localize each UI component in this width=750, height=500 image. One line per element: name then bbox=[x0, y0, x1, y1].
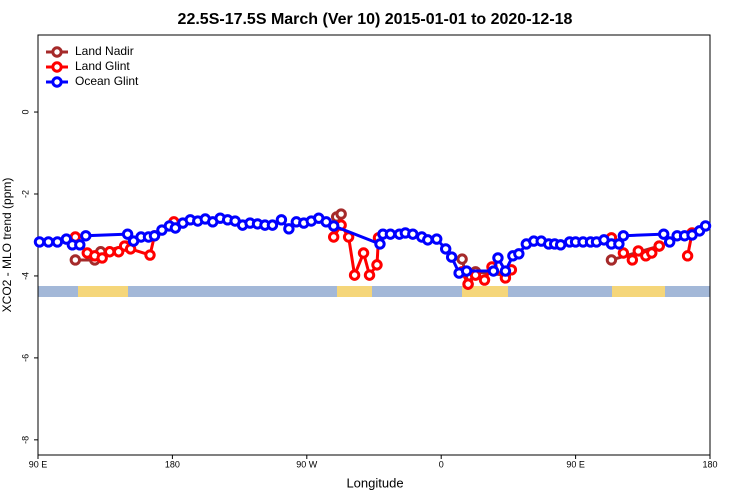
data-point bbox=[384, 228, 397, 240]
legend-label: Land Glint bbox=[75, 59, 130, 73]
data-point bbox=[605, 254, 618, 266]
series-line bbox=[332, 222, 380, 281]
chart-title: 22.5S-17.5S March (Ver 10) 2015-01-01 to… bbox=[178, 11, 573, 28]
data-point bbox=[456, 253, 468, 265]
data-point bbox=[462, 278, 474, 290]
data-point bbox=[681, 250, 694, 262]
data-point bbox=[554, 239, 567, 251]
data-point bbox=[266, 219, 279, 231]
data-point bbox=[275, 214, 288, 226]
land-patch bbox=[462, 286, 508, 297]
x-tick-label: 0 bbox=[439, 459, 444, 469]
x-tick-label: 90 W bbox=[296, 459, 318, 469]
y-tick-label: -2 bbox=[20, 190, 30, 198]
data-point bbox=[80, 230, 92, 242]
data-point bbox=[626, 254, 639, 266]
data-point bbox=[653, 240, 665, 252]
legend-label: Ocean Glint bbox=[75, 74, 139, 88]
data-point bbox=[33, 236, 46, 248]
y-tick-label: 0 bbox=[20, 110, 30, 115]
data-point bbox=[407, 228, 419, 240]
data-point bbox=[613, 238, 625, 250]
data-point bbox=[646, 247, 658, 259]
y-tick-label: -8 bbox=[20, 436, 30, 444]
data-point bbox=[169, 222, 182, 234]
data-point bbox=[445, 251, 458, 263]
x-tick-label: 180 bbox=[702, 459, 717, 469]
data-point bbox=[663, 236, 676, 248]
data-point bbox=[632, 245, 645, 257]
y-tick-label: -4 bbox=[20, 272, 30, 280]
land-patch bbox=[612, 286, 665, 297]
data-point bbox=[617, 230, 630, 242]
data-point bbox=[357, 247, 370, 259]
data-point bbox=[69, 254, 82, 266]
data-point bbox=[439, 243, 452, 255]
data-point bbox=[422, 234, 434, 246]
data-point bbox=[617, 247, 630, 259]
data-point bbox=[699, 220, 712, 232]
data-point bbox=[335, 208, 347, 220]
data-point bbox=[431, 233, 443, 245]
data-point bbox=[144, 249, 156, 261]
legend-marker bbox=[51, 46, 63, 58]
land-patch bbox=[337, 286, 372, 297]
data-point bbox=[348, 269, 361, 281]
data-point bbox=[492, 252, 504, 264]
data-point bbox=[283, 223, 295, 235]
data-point bbox=[51, 236, 64, 248]
y-tick-label: -6 bbox=[20, 354, 30, 362]
y-axis-label: XCO2 - MLO trend (ppm) bbox=[0, 178, 14, 313]
data-point bbox=[327, 231, 340, 243]
data-point bbox=[513, 248, 525, 260]
data-point bbox=[103, 246, 116, 258]
data-point bbox=[460, 265, 473, 277]
data-point bbox=[42, 236, 55, 248]
data-point bbox=[487, 265, 500, 277]
x-axis-label: Longitude bbox=[346, 475, 403, 490]
x-tick-label: 90 E bbox=[29, 459, 48, 469]
legend-marker bbox=[51, 61, 63, 73]
data-point bbox=[374, 238, 386, 250]
data-point bbox=[499, 265, 512, 277]
x-tick-label: 180 bbox=[165, 459, 180, 469]
data-point bbox=[658, 228, 670, 240]
data-point bbox=[96, 252, 108, 264]
legend-marker bbox=[51, 76, 63, 88]
land-patch bbox=[78, 286, 128, 297]
legend-label: Land Nadir bbox=[75, 44, 134, 58]
data-point bbox=[363, 269, 376, 281]
data-point bbox=[121, 228, 134, 240]
data-point bbox=[371, 259, 383, 271]
data-point bbox=[478, 274, 491, 286]
data-point bbox=[148, 230, 161, 242]
data-point bbox=[74, 239, 86, 251]
ocean-band bbox=[38, 286, 710, 297]
data-point bbox=[327, 220, 340, 232]
x-tick-label: 90 E bbox=[566, 459, 585, 469]
